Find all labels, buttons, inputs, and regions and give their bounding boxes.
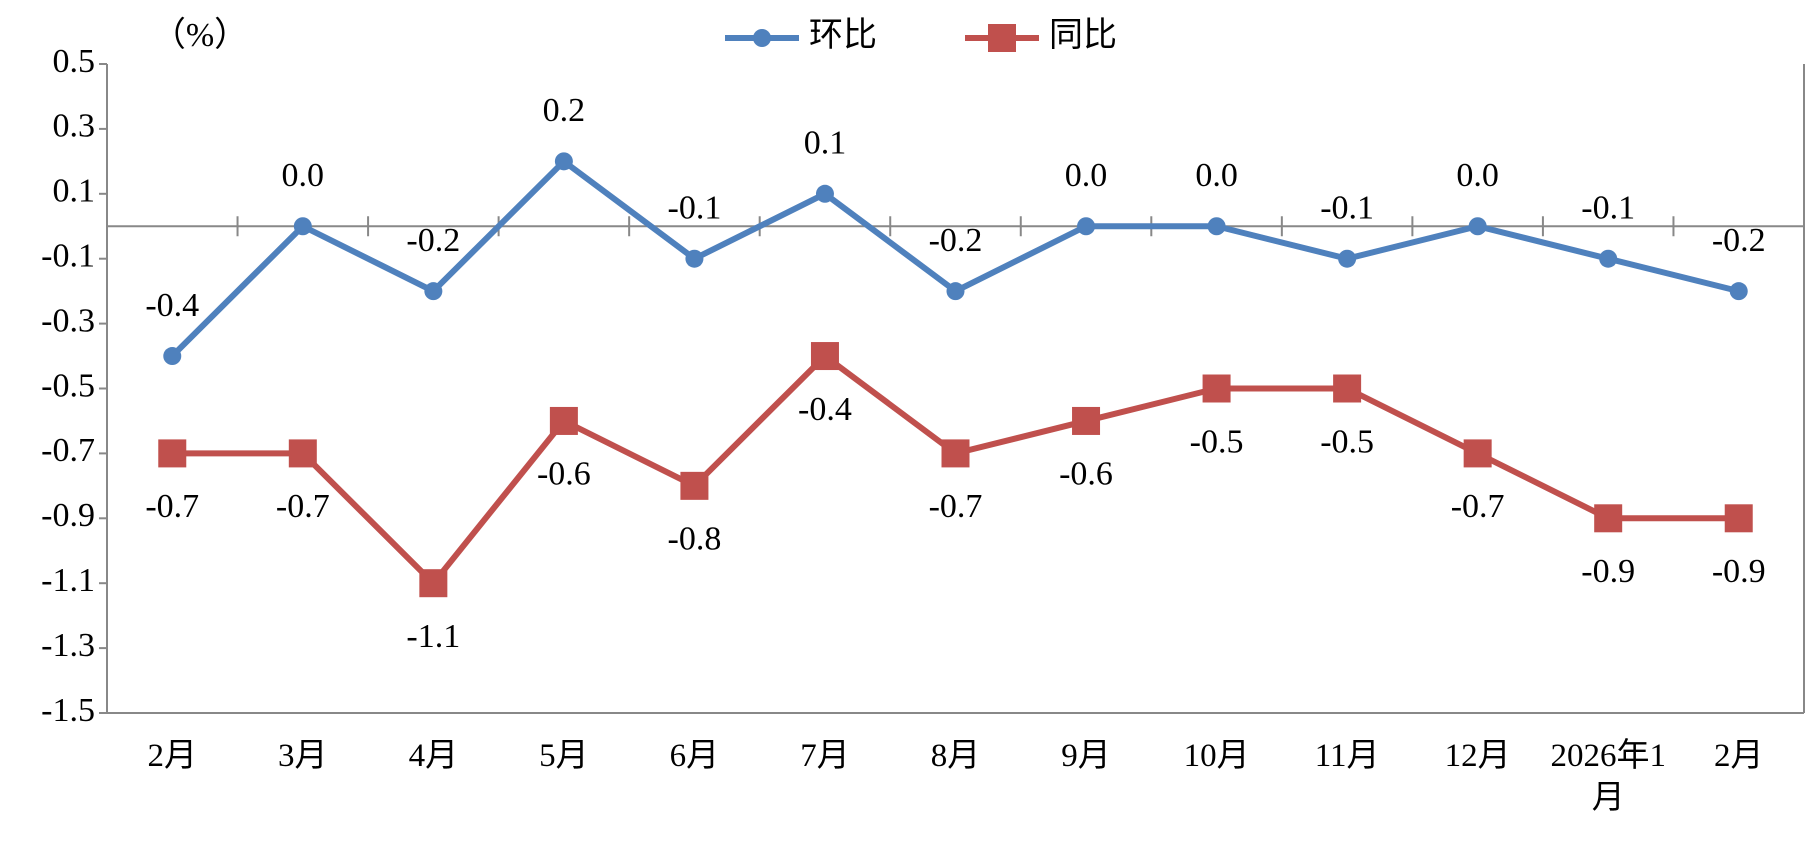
y-tick-label: 0.3 bbox=[53, 108, 96, 145]
y-tick-label: -1.3 bbox=[41, 627, 95, 664]
marker bbox=[293, 217, 312, 236]
data-label: -0.4 bbox=[798, 391, 852, 428]
marker bbox=[1338, 249, 1357, 268]
x-tick-label: 7月 bbox=[800, 738, 850, 774]
y-tick-label: 0.5 bbox=[53, 43, 96, 80]
y-tick-label: 0.1 bbox=[53, 173, 96, 210]
y-tick-label: -0.3 bbox=[41, 302, 95, 339]
y-tick-label: -1.5 bbox=[41, 692, 95, 729]
data-label: -0.7 bbox=[1451, 488, 1505, 525]
x-tick-label: 5月 bbox=[539, 738, 589, 774]
marker bbox=[1333, 374, 1362, 403]
data-label: -0.7 bbox=[145, 488, 199, 525]
data-label: -0.1 bbox=[1581, 189, 1635, 226]
marker bbox=[419, 569, 448, 598]
data-label: 0.0 bbox=[282, 157, 325, 194]
marker bbox=[1207, 217, 1226, 236]
marker bbox=[163, 347, 182, 366]
x-tick-label: 2026年1月 bbox=[1550, 738, 1666, 816]
data-label: -0.5 bbox=[1320, 423, 1374, 460]
marker bbox=[288, 439, 317, 468]
y-tick-label: -0.9 bbox=[41, 497, 95, 534]
data-label: -0.6 bbox=[1059, 456, 1113, 493]
marker bbox=[1072, 406, 1101, 435]
y-tick-label: -0.5 bbox=[41, 367, 95, 404]
data-label: -0.2 bbox=[929, 222, 983, 259]
data-label: -0.7 bbox=[929, 488, 983, 525]
data-label: -0.4 bbox=[145, 287, 199, 324]
marker bbox=[158, 439, 187, 468]
x-tick-label: 10月 bbox=[1183, 738, 1250, 774]
data-label: -0.7 bbox=[276, 488, 330, 525]
data-label: -1.1 bbox=[406, 618, 460, 655]
legend-label: 同比 bbox=[1049, 17, 1117, 54]
x-tick-label: 8月 bbox=[930, 738, 981, 774]
data-label: -0.5 bbox=[1190, 423, 1244, 460]
x-tick-label: 9月 bbox=[1061, 738, 1111, 774]
x-tick-label: 2月 bbox=[1713, 738, 1764, 774]
y-tick-label: -0.1 bbox=[41, 237, 95, 274]
y-axis-label: （%） bbox=[152, 16, 248, 54]
data-label: 0.2 bbox=[543, 92, 586, 129]
x-tick-label: 2月 bbox=[147, 738, 198, 774]
x-tick-label: 4月 bbox=[408, 738, 459, 774]
marker bbox=[988, 24, 1016, 52]
data-label: 0.0 bbox=[1195, 157, 1238, 194]
marker bbox=[1463, 439, 1492, 468]
marker bbox=[1599, 249, 1618, 268]
x-tick-label: 3月 bbox=[278, 738, 328, 774]
marker bbox=[946, 282, 965, 301]
marker bbox=[1594, 504, 1623, 533]
data-label: -0.1 bbox=[1320, 189, 1374, 226]
x-tick-label: 6月 bbox=[669, 738, 720, 774]
marker bbox=[1468, 217, 1487, 236]
marker bbox=[1729, 282, 1748, 301]
marker bbox=[810, 342, 839, 371]
data-label: -0.9 bbox=[1712, 553, 1766, 590]
x-tick-label: 11月 bbox=[1314, 738, 1380, 774]
data-label: -0.2 bbox=[1712, 222, 1766, 259]
marker bbox=[815, 184, 834, 203]
marker bbox=[680, 471, 709, 500]
marker bbox=[1202, 374, 1231, 403]
marker bbox=[554, 152, 573, 171]
data-label: 0.1 bbox=[804, 125, 847, 162]
data-label: 0.0 bbox=[1065, 157, 1108, 194]
marker bbox=[941, 439, 970, 468]
data-label: -0.8 bbox=[668, 521, 722, 558]
legend-label: 环比 bbox=[809, 17, 877, 54]
data-label: -0.6 bbox=[537, 456, 591, 493]
data-label: -0.1 bbox=[668, 189, 722, 226]
marker bbox=[1077, 217, 1096, 236]
marker bbox=[1724, 504, 1753, 533]
series-line bbox=[172, 353, 1739, 587]
y-tick-label: -1.1 bbox=[41, 562, 95, 599]
marker bbox=[424, 282, 443, 301]
marker bbox=[549, 406, 578, 435]
data-label: 0.0 bbox=[1456, 157, 1499, 194]
marker bbox=[685, 249, 704, 268]
y-tick-label: -0.7 bbox=[41, 432, 95, 469]
x-tick-label: 12月 bbox=[1444, 738, 1511, 774]
data-label: -0.2 bbox=[406, 222, 460, 259]
marker bbox=[753, 29, 771, 47]
data-label: -0.9 bbox=[1581, 553, 1635, 590]
